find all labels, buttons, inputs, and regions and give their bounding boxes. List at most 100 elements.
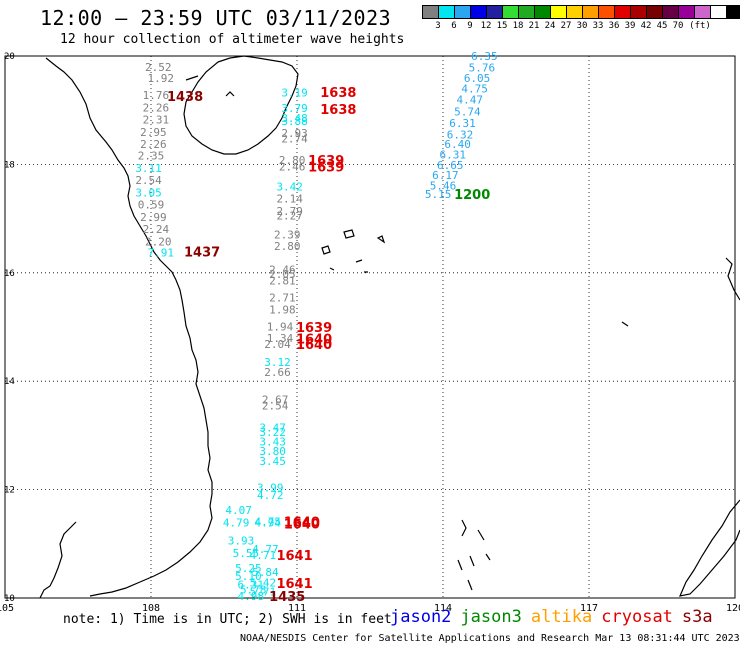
wave-height-value: 3.42 — [276, 181, 303, 194]
pass-time-label: 1639 — [296, 321, 332, 336]
wave-height-value: 5.74 — [454, 105, 481, 118]
wave-height-value: 4.75 — [461, 83, 488, 96]
pass-time-label: 1640 — [284, 516, 320, 531]
legend-s3a: s3a — [681, 607, 713, 627]
coastline — [39, 55, 740, 599]
page-title: 12:00 – 23:59 UTC 03/11/2023 — [40, 6, 392, 30]
wave-height-value: 3.99 — [257, 481, 284, 494]
wave-height-value: 4.07 — [225, 504, 252, 517]
wave-height-value: 2.04 — [264, 338, 291, 351]
wave-height-value: 2.46 — [279, 161, 306, 174]
wave-height-value: 4.47 — [457, 93, 484, 106]
coastline-hainan-strait — [185, 75, 235, 97]
colorbar-label: 33 — [592, 21, 604, 31]
wave-height-value: 2.79 — [276, 205, 303, 218]
pass-time-label: 1640 — [284, 518, 320, 533]
wave-height-value: 2.71 — [269, 292, 296, 305]
wave-height-value: 3.05 — [135, 187, 162, 200]
wave-height-value: 2.54 — [262, 400, 289, 413]
legend-jason3: jason3 — [460, 607, 522, 627]
wave-height-value: 2.95 — [140, 126, 167, 139]
wave-height-value: 4.98 — [238, 590, 265, 603]
coastline-hainan — [183, 55, 299, 155]
colorbar-label: 21 — [528, 21, 540, 31]
coastline-luzon — [725, 257, 740, 301]
colorbar-label: 30 — [576, 21, 588, 31]
wave-height-value: 2.93 — [281, 127, 308, 140]
pass-time-label: 1641 — [276, 577, 312, 592]
wave-height-value: 4.72 — [257, 489, 284, 502]
colorbar-label: 15 — [496, 21, 508, 31]
wave-height-value: 2.05 — [269, 268, 296, 281]
lon-tick-label: 120 — [726, 603, 740, 614]
colorbar-cell — [726, 5, 740, 19]
wave-height-value: 1.94 — [267, 320, 294, 333]
colorbar-label: 27 — [560, 21, 572, 31]
wave-height-value: 5.42 — [250, 576, 277, 589]
wave-height-value: 5.25 — [235, 562, 262, 575]
footer-note: note: 1) Time is in UTC; 2) SWH is in fe… — [63, 612, 392, 627]
wave-height-value: 7.91 — [147, 247, 174, 260]
wave-height-value: 1.34 — [267, 332, 294, 345]
wave-height-value: 5.15 — [425, 188, 452, 201]
wave-height-value: 3.19 — [281, 86, 308, 99]
pass-time-label: 1638 — [320, 103, 356, 118]
wave-height-value: 0.59 — [138, 199, 165, 212]
wave-height-value: 5.55 — [233, 547, 260, 560]
wave-height-value: 6.40 — [444, 138, 471, 151]
pass-time-label: 1638 — [320, 86, 356, 101]
lat-tick-label: 20 — [4, 52, 15, 62]
wave-height-value: 6.35 — [471, 50, 498, 63]
colorbar-label: 9 — [467, 21, 473, 31]
lon-tick-label: 108 — [142, 603, 160, 614]
wave-height-value: 2.80 — [279, 154, 306, 167]
wave-height-value: 6.31 — [449, 117, 476, 130]
wave-height-value: 3.48 — [281, 112, 308, 125]
wave-height-value: 6.05 — [464, 72, 491, 85]
pass-time-label: 1438 — [167, 90, 203, 105]
pass-time-label: 1435 — [269, 590, 305, 605]
wave-height-value: 6.65 — [437, 159, 464, 172]
wave-height-value: 3.47 — [259, 421, 286, 434]
wave-height-value: 2.74 — [281, 132, 308, 145]
colorbar-label: 3 — [435, 21, 441, 31]
wave-height-value: 2.80 — [274, 240, 301, 253]
wave-height-value: 2.54 — [135, 174, 162, 187]
wave-height-value: 5.78 — [240, 583, 267, 596]
wave-height-value: 5.84 — [252, 566, 279, 579]
lon-tick-label: 111 — [288, 603, 306, 614]
lat-tick-label: 12 — [4, 486, 15, 496]
satellite-legend: jason2 jason3 altika cryosat s3a — [390, 607, 722, 627]
lat-tick-label: 18 — [4, 160, 15, 170]
pass-time-label: 1639 — [308, 161, 344, 176]
wave-height-value: 3.43 — [259, 435, 286, 448]
wave-height-value: 6.31 — [439, 149, 466, 162]
colorbar-label: 70 — [672, 21, 684, 31]
colorbar-label: 42 — [640, 21, 652, 31]
wave-height-value: 3.22 — [259, 426, 286, 439]
wave-height-value: 2.81 — [269, 274, 296, 287]
wave-height-value: 2.39 — [274, 228, 301, 241]
wave-height-value: 2.35 — [138, 150, 165, 163]
colorbar-label: 36 — [608, 21, 620, 31]
wave-height-value: 4.71 — [250, 549, 277, 562]
wave-height-value: 2.26 — [143, 101, 170, 114]
wave-height-value: 3.79 — [281, 102, 308, 115]
wave-height-value: 5.10 — [235, 570, 262, 583]
islands-spratly — [457, 321, 629, 591]
wave-height-value: 5.46 — [430, 180, 457, 193]
colorbar-label: 6 — [451, 21, 457, 31]
pass-time-label: 1641 — [276, 549, 312, 564]
wave-height-value: 3.45 — [259, 455, 286, 468]
wave-height-value: 4.75 — [255, 516, 282, 529]
wave-height-value: 6.17 — [432, 169, 459, 182]
wave-height-value: 2.52 — [145, 61, 172, 74]
colorbar-labels: 3 6 9 12 15 18 21 24 27 30 33 36 39 42 45 70 (ft) — [422, 21, 740, 33]
wave-height-labels: 2.521.921.762.262.312.952.262.353.112.54… — [135, 50, 497, 605]
wave-height-value: 1.92 — [147, 72, 174, 85]
islands-paracel — [321, 229, 386, 273]
colorbar — [422, 5, 740, 19]
wave-height-value: 3.93 — [228, 535, 255, 548]
wave-height-value: 3.12 — [264, 356, 291, 369]
